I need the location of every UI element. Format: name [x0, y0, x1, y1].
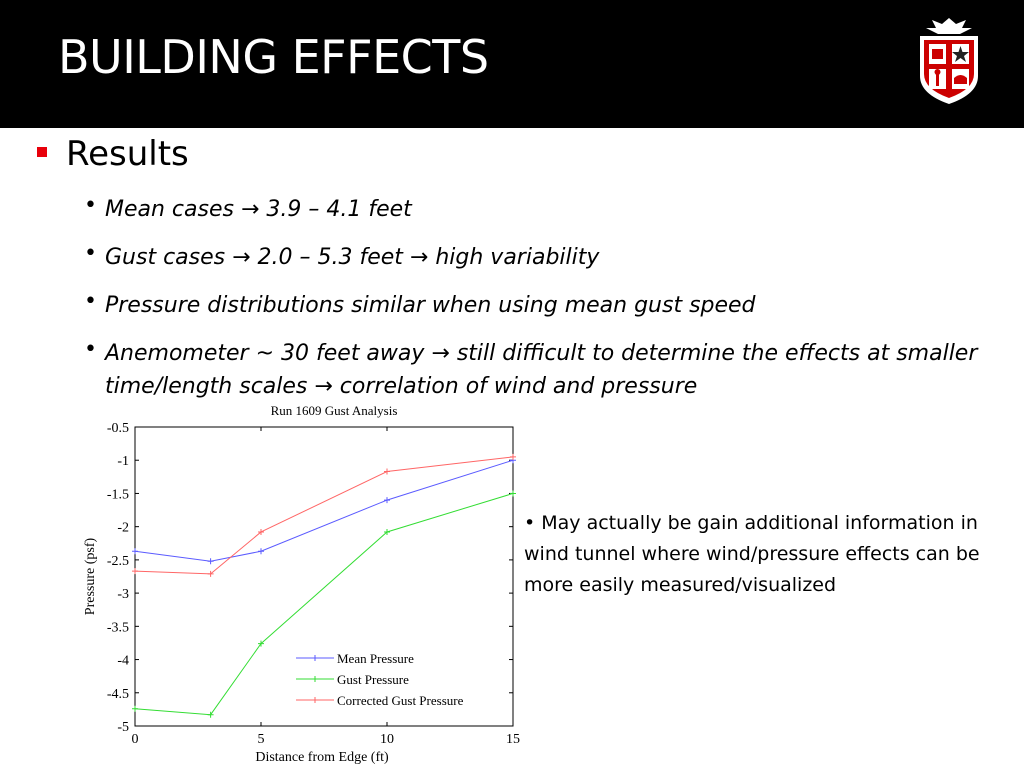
legend-label: Gust Pressure: [337, 672, 409, 687]
x-tick-label: 10: [380, 732, 394, 747]
data-point: [207, 711, 214, 718]
data-point: [132, 568, 138, 575]
y-tick-label: -1: [117, 454, 129, 469]
data-point: [258, 528, 264, 535]
x-tick-label: 15: [506, 732, 520, 747]
y-tick-label: -4: [117, 654, 129, 669]
chart-title: Run 1609 Gust Analysis: [271, 403, 398, 418]
plot-frame: [134, 426, 514, 727]
y-tick-label: -3.5: [107, 620, 129, 635]
slide-header: BUILDING EFFECTS: [0, 0, 1024, 128]
data-point: [258, 640, 264, 647]
y-tick-label: -1.5: [107, 487, 129, 502]
round-bullet-icon: •: [84, 289, 97, 314]
square-bullet-icon: [37, 147, 47, 157]
y-tick-label: -3: [117, 587, 129, 602]
bullet-text: Mean cases → 3.9 – 4.1 feet: [105, 197, 412, 222]
data-point: [510, 490, 516, 497]
y-tick-label: -5: [117, 720, 129, 735]
university-shield-logo: [920, 18, 978, 104]
round-bullet-icon: •: [84, 241, 97, 266]
y-tick-label: -4.5: [107, 687, 129, 702]
x-tick-label: 5: [258, 732, 265, 747]
y-tick-label: -0.5: [107, 421, 129, 436]
legend-label: Mean Pressure: [337, 651, 414, 666]
data-point: [384, 497, 390, 504]
y-tick-label: -2: [117, 521, 129, 536]
legend-marker: [312, 676, 318, 682]
bullet-text: Anemometer ~ 30 feet away → still diffic…: [105, 341, 978, 366]
bullet-text: time/length scales → correlation of wind…: [105, 374, 698, 399]
results-heading: Results: [66, 134, 189, 174]
data-point: [384, 468, 390, 475]
round-bullet-icon: •: [84, 193, 97, 218]
x-tick-label: 0: [132, 732, 139, 747]
x-axis-label: Distance from Edge (ft): [255, 750, 389, 765]
legend-marker: [312, 655, 318, 661]
data-point: [207, 558, 214, 565]
data-point: [132, 705, 138, 712]
legend-label: Corrected Gust Pressure: [337, 693, 464, 708]
bullet-text: Pressure distributions similar when usin…: [105, 293, 756, 318]
bullet-text: Gust cases → 2.0 – 5.3 feet → high varia…: [105, 245, 600, 270]
y-tick-label: -2.5: [107, 554, 129, 569]
round-bullet-icon: •: [84, 337, 97, 362]
data-point: [258, 548, 264, 555]
data-point: [384, 528, 390, 535]
data-point: [132, 548, 138, 555]
slide-title: BUILDING EFFECTS: [58, 30, 489, 84]
y-axis-label: Pressure (psf): [83, 537, 98, 615]
series-line: [134, 456, 514, 575]
data-point: [510, 453, 516, 460]
series-line: [134, 492, 514, 716]
data-point: [207, 570, 214, 577]
side-note: • May actually be gain additional inform…: [524, 512, 980, 596]
legend-marker: [312, 697, 318, 703]
